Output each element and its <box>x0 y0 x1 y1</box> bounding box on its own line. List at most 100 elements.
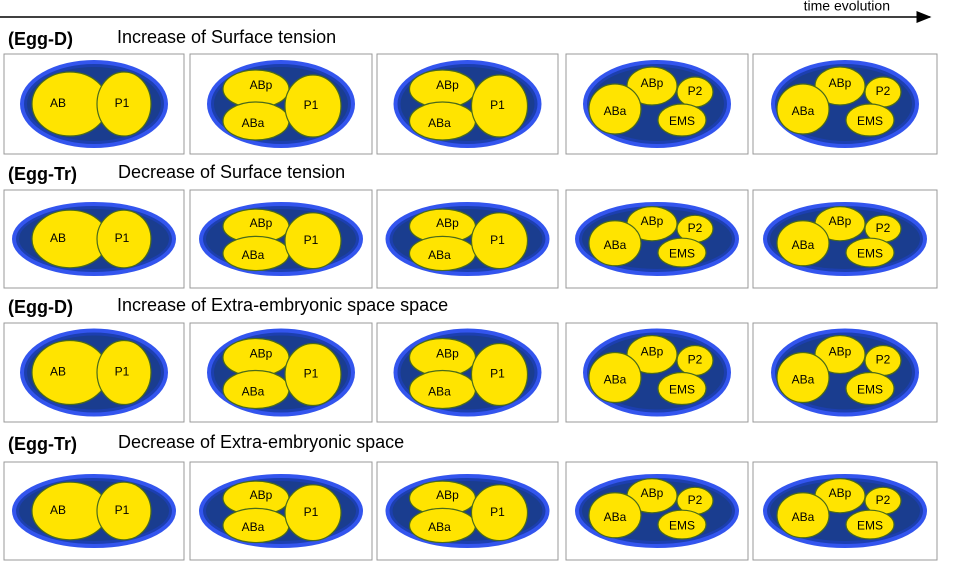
cell <box>845 103 895 137</box>
cell-label: ABp <box>641 214 664 228</box>
cell-label: ABp <box>829 214 852 228</box>
cell-label: EMS <box>669 518 695 532</box>
cell-label: ABa <box>242 520 265 534</box>
cell-label: P1 <box>115 96 130 110</box>
row-tag: (Egg-Tr) <box>8 434 77 454</box>
cell-label: P2 <box>688 493 703 507</box>
cell-label: ABa <box>792 104 815 118</box>
cell <box>588 220 642 267</box>
cell <box>284 212 342 270</box>
cell-label: P1 <box>304 98 319 112</box>
row-title: Decrease of Extra-embryonic space <box>118 432 404 452</box>
cell <box>96 71 152 137</box>
cell-label: ABa <box>428 248 451 262</box>
cell-label: P2 <box>876 353 891 367</box>
cell-label: ABa <box>604 104 627 118</box>
cell-label: P1 <box>490 367 505 381</box>
cell <box>626 66 678 106</box>
cell-label: ABp <box>641 486 664 500</box>
row-title: Increase of Extra-embryonic space space <box>117 295 448 315</box>
cell-label: AB <box>50 96 66 110</box>
cell <box>776 492 830 539</box>
cell-label: ABa <box>792 373 815 387</box>
cell-label: P1 <box>115 365 130 379</box>
cell-label: EMS <box>857 518 883 532</box>
cell <box>588 492 642 539</box>
cell <box>96 209 152 269</box>
cell-label: P2 <box>688 221 703 235</box>
cell-label: EMS <box>669 383 695 397</box>
cell-label: P1 <box>304 505 319 519</box>
cell-label: ABa <box>604 238 627 252</box>
cell-label: ABp <box>829 76 852 90</box>
cell <box>96 339 152 406</box>
row-title: Decrease of Surface tension <box>118 162 345 182</box>
cell <box>96 481 152 541</box>
cell <box>470 484 529 542</box>
cell-label: P1 <box>490 98 505 112</box>
cell <box>814 66 866 106</box>
cell-label: P1 <box>304 233 319 247</box>
cell-label: EMS <box>857 383 883 397</box>
cell-label: ABa <box>604 373 627 387</box>
cell-label: ABa <box>604 510 627 524</box>
cell <box>470 212 529 270</box>
cell <box>657 509 707 540</box>
cell-label: ABp <box>829 486 852 500</box>
cell-label: ABa <box>428 116 451 130</box>
cell <box>657 103 707 137</box>
cell <box>284 484 342 542</box>
cell-label: ABp <box>436 347 459 361</box>
cell <box>845 509 895 540</box>
cell-label: P2 <box>876 493 891 507</box>
cell-label: P1 <box>490 233 505 247</box>
cell <box>588 351 642 404</box>
cell-label: ABa <box>428 520 451 534</box>
row-title: Increase of Surface tension <box>117 27 336 47</box>
cell-label: ABp <box>250 78 273 92</box>
cell-label: ABp <box>436 488 459 502</box>
cell <box>657 237 707 268</box>
cell-label: ABa <box>242 385 265 399</box>
cell-label: AB <box>50 231 66 245</box>
arrow-label: time evolution <box>804 0 890 14</box>
cell-label: ABp <box>250 347 273 361</box>
cell-label: ABp <box>641 345 664 359</box>
cell-label: ABp <box>641 76 664 90</box>
cell-label: P2 <box>876 84 891 98</box>
row-tag: (Egg-D) <box>8 29 73 49</box>
cell-label: ABp <box>436 78 459 92</box>
cell-label: ABa <box>428 385 451 399</box>
cell <box>845 237 895 268</box>
cell <box>284 342 342 407</box>
cell-label: AB <box>50 503 66 517</box>
cell-label: ABp <box>250 216 273 230</box>
cell <box>626 334 678 375</box>
cell <box>776 220 830 267</box>
cell-label: ABa <box>242 116 265 130</box>
cell <box>470 342 529 407</box>
cell-label: EMS <box>669 114 695 128</box>
cell <box>588 83 642 135</box>
row-tag: (Egg-D) <box>8 297 73 317</box>
cell <box>814 334 866 375</box>
cell <box>470 74 529 138</box>
cell <box>284 74 342 138</box>
cell-label: EMS <box>669 246 695 260</box>
cell-label: P2 <box>876 221 891 235</box>
cell-label: P2 <box>688 353 703 367</box>
cell-label: P1 <box>115 231 130 245</box>
cell <box>776 83 830 135</box>
cell-label: EMS <box>857 246 883 260</box>
cell-label: P2 <box>688 84 703 98</box>
cell-label: EMS <box>857 114 883 128</box>
cell-label: P1 <box>490 505 505 519</box>
cell-label: P1 <box>304 367 319 381</box>
cell-label: ABp <box>829 345 852 359</box>
cell <box>657 371 707 406</box>
cell-label: ABp <box>436 216 459 230</box>
cell-label: ABa <box>792 510 815 524</box>
cell-label: AB <box>50 365 66 379</box>
cell-label: ABa <box>242 248 265 262</box>
